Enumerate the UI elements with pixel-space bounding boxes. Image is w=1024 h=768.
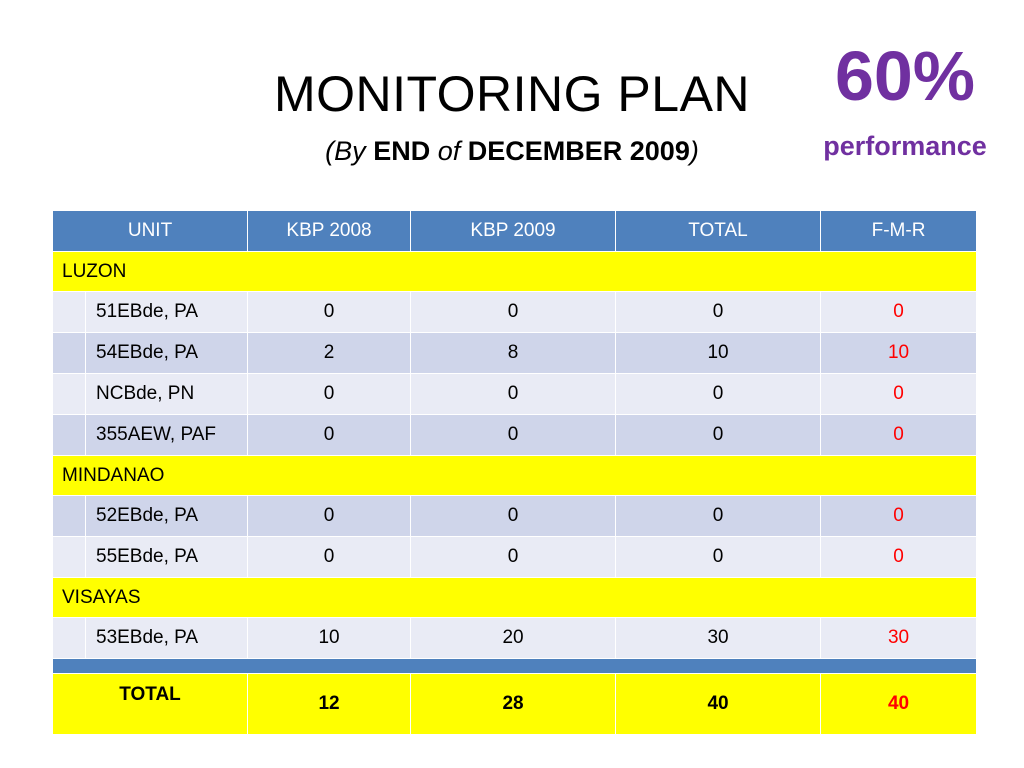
total-cell: 0	[615, 495, 822, 537]
separator-bar	[51, 658, 978, 674]
total-total: 40	[615, 673, 822, 735]
table-row: 51EBde, PA 0 0 0 0	[52, 291, 978, 333]
separator-row	[51, 658, 978, 674]
region-row-visayas: VISAYAS	[51, 577, 978, 618]
total-cell: 30	[615, 617, 822, 659]
monitoring-plan-table: UNIT KBP 2008 KBP 2009 TOTAL F-M-R LUZON…	[51, 210, 978, 735]
fmr-cell: 0	[820, 495, 978, 537]
unit-cell: 54EBde, PA	[84, 332, 249, 374]
unit-cell: 53EBde, PA	[84, 617, 249, 659]
performance-percentage: 60%	[834, 37, 976, 115]
total-kbp-2009: 28	[410, 673, 617, 735]
kbp-2009-cell: 0	[410, 495, 617, 537]
subtitle-of: of	[437, 136, 461, 166]
header-unit: UNIT	[51, 210, 249, 252]
table-row: 54EBde, PA 2 8 10 10	[52, 332, 978, 374]
total-cell: 0	[615, 536, 822, 578]
region-label: MINDANAO	[51, 455, 978, 496]
kbp-2008-cell: 0	[247, 291, 412, 333]
kbp-2009-cell: 0	[410, 291, 617, 333]
kbp-2008-cell: 10	[247, 617, 412, 659]
unit-cell: 55EBde, PA	[84, 536, 249, 578]
header-fmr: F-M-R	[820, 210, 978, 252]
kbp-2008-cell: 0	[247, 414, 412, 456]
subtitle-close-paren: )	[689, 136, 699, 166]
indent-cell	[52, 414, 86, 456]
total-label: TOTAL	[51, 673, 249, 735]
kbp-2009-cell: 0	[410, 536, 617, 578]
table-row: 52EBde, PA 0 0 0 0	[52, 495, 978, 537]
fmr-cell: 10	[820, 332, 978, 374]
region-row-luzon: LUZON	[51, 251, 978, 292]
region-label: VISAYAS	[51, 577, 978, 618]
table-header-row: UNIT KBP 2008 KBP 2009 TOTAL F-M-R	[51, 210, 978, 252]
header-kbp-2008: KBP 2008	[247, 210, 412, 252]
unit-cell: 51EBde, PA	[84, 291, 249, 333]
indent-cell	[52, 495, 86, 537]
fmr-cell: 0	[820, 414, 978, 456]
kbp-2008-cell: 2	[247, 332, 412, 374]
kbp-2009-cell: 0	[410, 414, 617, 456]
indent-cell	[52, 373, 86, 415]
subtitle-open-paren: (	[325, 136, 335, 166]
header-total: TOTAL	[615, 210, 822, 252]
fmr-cell: 30	[820, 617, 978, 659]
table-row: NCBde, PN 0 0 0 0	[52, 373, 978, 415]
kbp-2008-cell: 0	[247, 373, 412, 415]
kbp-2009-cell: 20	[410, 617, 617, 659]
indent-cell	[52, 291, 86, 333]
kbp-2008-cell: 0	[247, 536, 412, 578]
unit-cell: 52EBde, PA	[84, 495, 249, 537]
fmr-cell: 0	[820, 291, 978, 333]
kbp-2009-cell: 8	[410, 332, 617, 374]
table-row: 355AEW, PAF 0 0 0 0	[52, 414, 978, 456]
total-cell: 0	[615, 291, 822, 333]
indent-cell	[52, 617, 86, 659]
region-row-mindanao: MINDANAO	[51, 455, 978, 496]
slide-subtitle: (By END of DECEMBER 2009)	[0, 133, 1024, 169]
total-kbp-2008: 12	[247, 673, 412, 735]
subtitle-by: By	[334, 136, 366, 166]
indent-cell	[52, 536, 86, 578]
total-row: TOTAL 12 28 40 40	[51, 673, 978, 735]
fmr-cell: 0	[820, 536, 978, 578]
region-label: LUZON	[51, 251, 978, 292]
subtitle-end: END	[373, 136, 431, 166]
performance-label: performance	[823, 131, 987, 161]
slide-title: MONITORING PLAN	[273, 66, 751, 122]
total-cell: 10	[615, 332, 822, 374]
table-row: 55EBde, PA 0 0 0 0	[52, 536, 978, 578]
kbp-2008-cell: 0	[247, 495, 412, 537]
unit-cell: 355AEW, PAF	[84, 414, 249, 456]
subtitle-month-year: DECEMBER 2009	[467, 136, 690, 166]
total-cell: 0	[615, 414, 822, 456]
total-fmr: 40	[820, 673, 978, 735]
unit-cell: NCBde, PN	[84, 373, 249, 415]
kbp-2009-cell: 0	[410, 373, 617, 415]
header-kbp-2009: KBP 2009	[410, 210, 617, 252]
total-cell: 0	[615, 373, 822, 415]
fmr-cell: 0	[820, 373, 978, 415]
indent-cell	[52, 332, 86, 374]
table-row: 53EBde, PA 10 20 30 30	[52, 617, 978, 659]
